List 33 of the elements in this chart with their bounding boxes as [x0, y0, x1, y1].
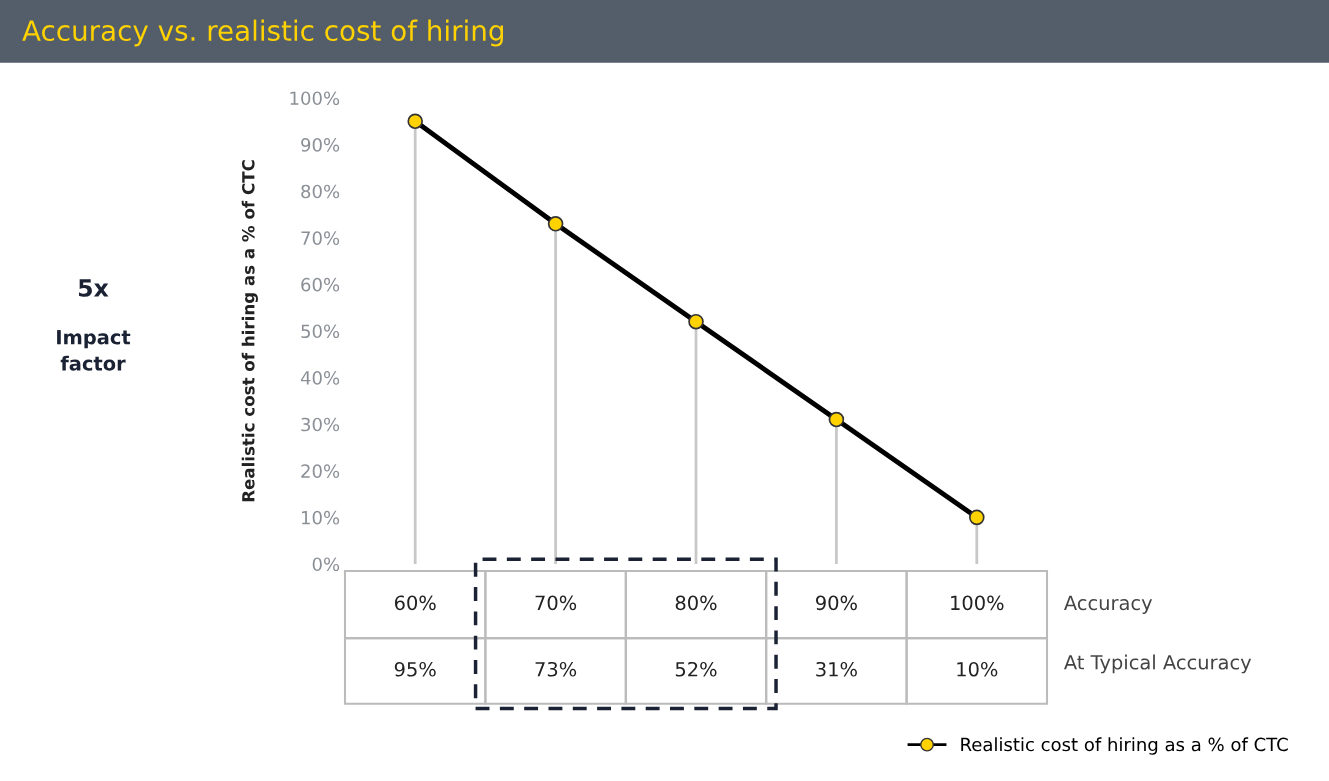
point: [547, 216, 564, 232]
point: [828, 411, 845, 428]
x-tick-label: 70%: [535, 595, 577, 611]
point: [969, 509, 985, 526]
point: [407, 113, 423, 130]
y-tick-label: 0%: [312, 557, 340, 572]
legend-label: Realistic cost of hiring as a % of CTC: [961, 737, 1288, 755]
x-axis-title: Accuracy: [1064, 595, 1153, 614]
x-tick-label: 100%: [951, 595, 1004, 611]
data-label: 73%: [535, 661, 577, 677]
y-tick-label: 10%: [301, 510, 340, 525]
point: [688, 313, 704, 330]
y-tick-label: 20%: [301, 464, 340, 478]
data-label: 52%: [675, 661, 717, 677]
text: 5x: [78, 279, 109, 297]
y-axis-title: Realistic cost of hiring as a % of CTC: [241, 160, 258, 502]
y-tick-label: 40%: [300, 371, 340, 385]
y-tick-label: 30%: [301, 417, 340, 432]
text: At Typical Accuracy: [1064, 654, 1252, 674]
y-tick-label: 70%: [301, 231, 340, 245]
x-tick-label: 60%: [394, 595, 436, 611]
x-tick-label: 90%: [816, 595, 857, 611]
chart-title: Accuracy vs. realistic cost of hiring: [22, 19, 503, 47]
data-label: 31%: [816, 661, 857, 677]
text: Impact factor: [57, 330, 131, 371]
data-label: 10%: [957, 661, 998, 677]
y-tick-label: 90%: [301, 138, 340, 152]
y-tick-label: 50%: [301, 324, 340, 339]
x-tick-label: 80%: [675, 595, 717, 611]
data-label: 95%: [394, 661, 436, 677]
y-tick-label: 80%: [301, 184, 340, 199]
y-tick-label: 100%: [290, 91, 340, 106]
y-tick-label: 60%: [301, 277, 340, 292]
